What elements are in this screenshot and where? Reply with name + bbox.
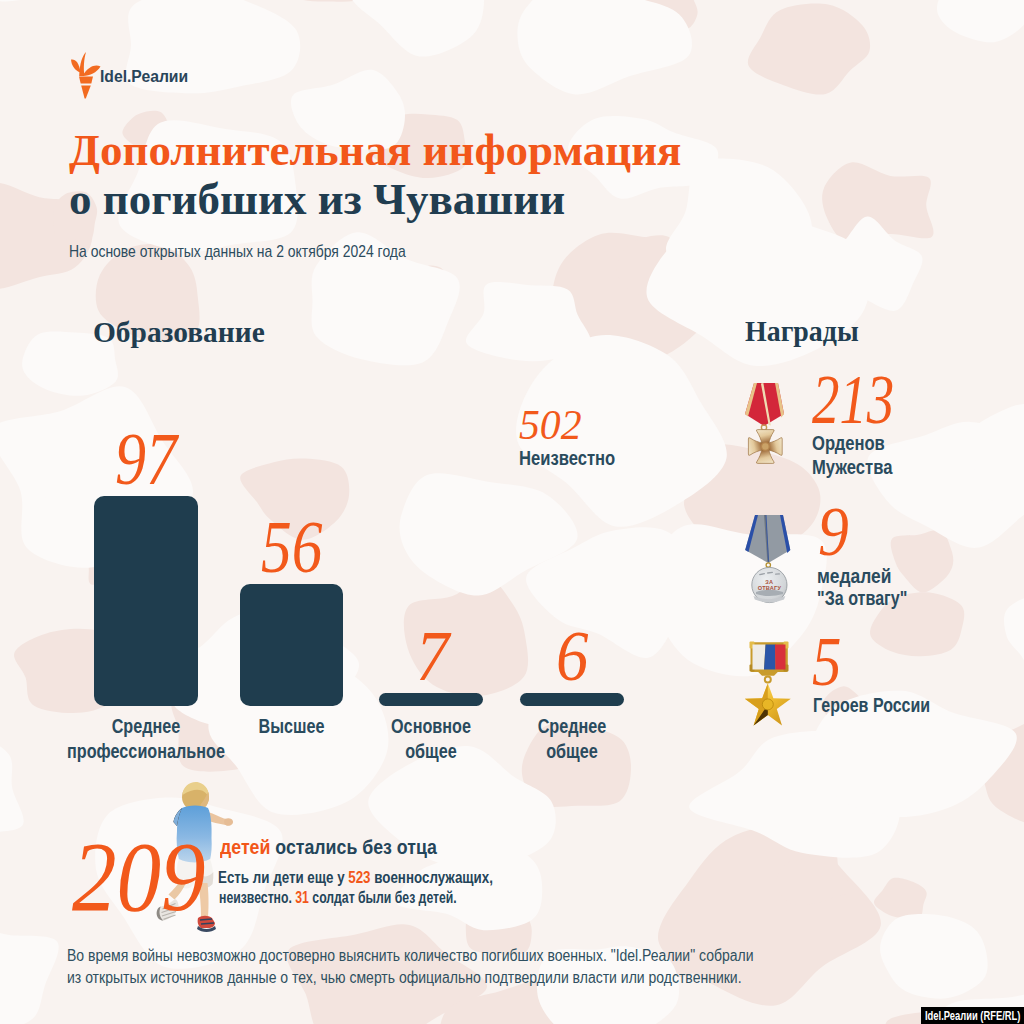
svg-text:ОТВАГУ: ОТВАГУ (758, 585, 782, 591)
